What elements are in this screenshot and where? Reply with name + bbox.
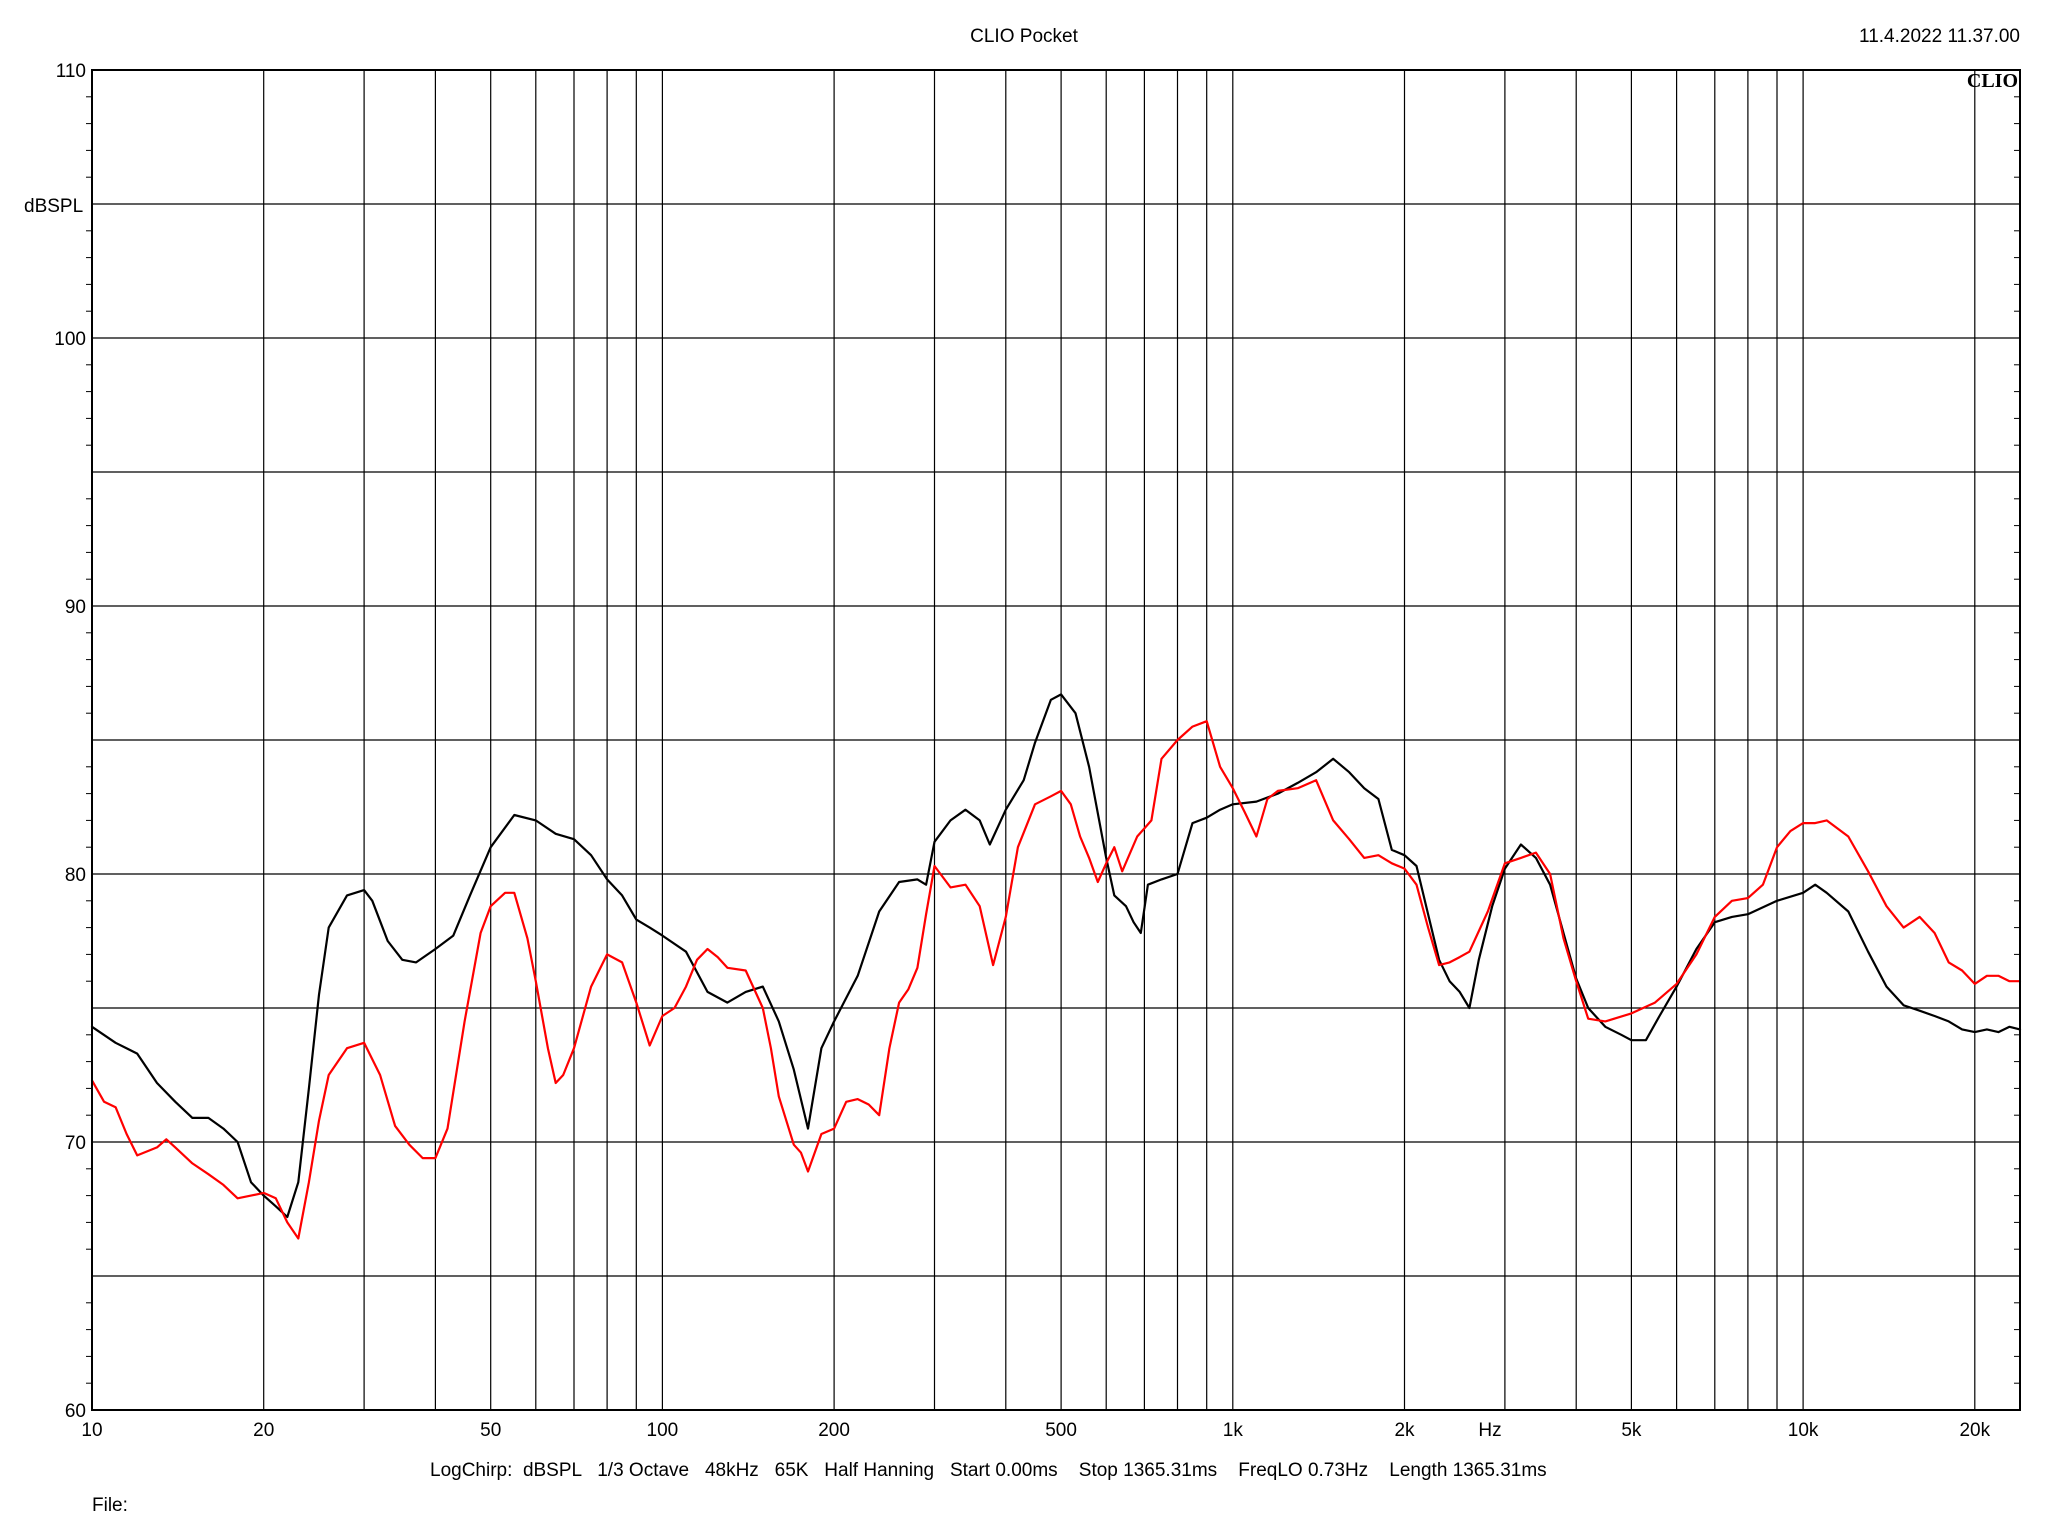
x-tick-label: 1k <box>1223 1420 1244 1441</box>
chart-title: CLIO Pocket <box>970 26 1078 47</box>
grid <box>86 70 2020 1410</box>
series-line-red <box>90 720 2022 1240</box>
x-tick-label: 20k <box>1959 1420 1990 1441</box>
file-label: File: <box>92 1495 128 1516</box>
x-tick-label: 200 <box>818 1420 850 1441</box>
plot-frame <box>91 69 2021 1411</box>
y-tick-label: 60 <box>65 1401 86 1422</box>
y-tick-label: 70 <box>65 1133 86 1154</box>
y-axis-label: dBSPL <box>24 196 83 217</box>
series-lines <box>90 693 2022 1240</box>
timestamp: 11.4.2022 11.37.00 <box>1859 26 2020 47</box>
x-tick-label: 20 <box>253 1420 274 1441</box>
measurement-settings: LogChirp: dBSPL 1/3 Octave 48kHz 65K Hal… <box>430 1460 1547 1481</box>
y-tick-label: 80 <box>65 865 86 886</box>
x-tick-label: 5k <box>1621 1420 1642 1441</box>
x-tick-label: 50 <box>480 1420 501 1441</box>
y-tick-label: 110 <box>56 61 86 82</box>
y-tick-label: 100 <box>54 329 86 350</box>
x-tick-label: 2k <box>1394 1420 1415 1441</box>
x-tick-label: 100 <box>647 1420 679 1441</box>
clio-logo: CLIO <box>1967 70 2018 92</box>
series-line-black <box>90 693 2022 1219</box>
x-tick-label: 10k <box>1788 1420 1819 1441</box>
x-tick-label: 10 <box>81 1420 102 1441</box>
x-axis-label: Hz <box>1478 1420 1501 1441</box>
y-tick-label: 90 <box>65 597 86 618</box>
x-tick-label: 500 <box>1045 1420 1077 1441</box>
